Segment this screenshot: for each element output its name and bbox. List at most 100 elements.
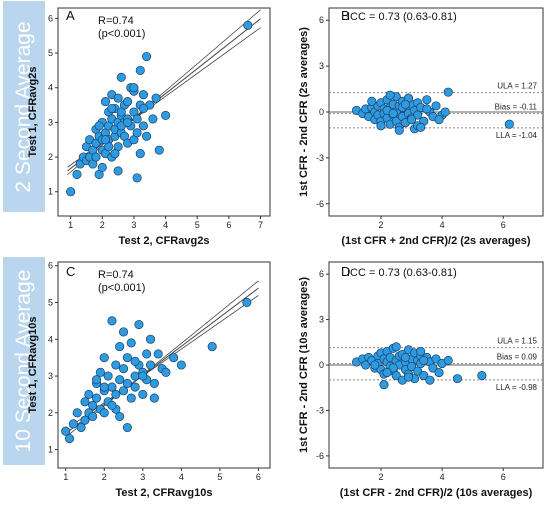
chart-d-point [419,355,429,366]
chart-a-point [151,93,161,103]
chart-b-xtick-label: 4 [440,220,445,230]
chart-b-annotation: ICC = 0.73 (0.63-0.81) [347,11,457,23]
chart-a-point [94,121,104,131]
chart-b-point [394,125,404,135]
chart-d-point [419,371,429,381]
chart-a-annotation: R=0.74 [98,15,134,27]
chart-c-point [72,408,82,418]
chart-c-point [111,389,121,399]
chart-a-ytick-label: 2 [48,152,53,162]
chart-b-point [406,115,417,125]
chart-d-point [379,380,389,390]
chart-c-point [207,342,217,352]
chart-c-point [80,415,90,425]
chart-c-point [118,327,129,337]
chart-b-point [440,107,450,117]
chart-a-frame [57,7,271,217]
chart-a-xtick-label: 4 [163,220,168,230]
chart-d-xtick-label: 6 [501,472,506,482]
chart-d-point [425,375,435,385]
chart-d-xlabel: (1st CFR - 2nd CFR)/2 (10s averages) [340,487,533,499]
chart-c-point [91,375,102,385]
chart-c-xtick-label: 1 [63,472,68,482]
chart-c-point [99,353,109,363]
chart-c-point [68,419,78,429]
chart-d-xtick-label: 2 [378,472,383,482]
chart-d-ytick-label: 6 [319,269,324,279]
chart-a-point [72,169,82,179]
chart-b-point [388,108,398,119]
chart-c-point [242,297,252,308]
chart-d-ref-label: LLA = -0.98 [496,383,538,392]
chart-a-point [116,72,126,82]
chart-a-panel-letter: A [66,8,75,23]
chart-a-point [132,128,142,138]
chart-b-point [422,95,432,105]
chart-a-point [142,131,152,141]
chart-a-ytick-label: 3 [48,117,53,127]
chart-d-ylabel: 1st CFR - 2nd CFR (10s averages) [298,277,310,453]
chart-d-ytick-label: 0 [319,360,324,370]
chart-d-ytick-label: 3 [319,315,324,325]
chart-c-point [176,360,186,370]
chart-c-point [142,349,152,359]
chart-a-point [123,117,133,127]
chart-d-point [477,371,487,381]
chart-a-point [161,110,171,121]
chart-b-point [422,104,432,114]
chart-a-point [138,90,148,100]
chart-a-xtick-label: 7 [258,220,263,230]
chart-a-ytick-label: 6 [48,13,53,23]
chart-d-point [388,363,398,373]
chart-d-ytick-label: -6 [316,451,324,461]
chart-a-point [135,65,145,75]
chart-b-ytick-label: 0 [319,107,324,117]
chart-c-ytick-label: 4 [48,334,53,344]
chart-c-point [107,400,117,411]
chart-a-point [110,149,120,159]
chart-b-point [416,122,426,132]
chart-b-point [400,99,410,109]
chart-d-ytick-label: -3 [316,405,324,415]
chart-c-point [138,371,148,381]
chart-d-point [391,371,401,381]
chart-d-annotation: ICC = 0.73 (0.63-0.81) [347,267,457,279]
chart-a-point [91,152,101,162]
chart-c-point [80,397,90,407]
chart-a-xtick-label: 1 [68,220,73,230]
chart-c-point [126,338,136,348]
chart-a-point [129,83,139,93]
chart-b-ytick-label: 6 [319,15,324,25]
chart-d-point [400,352,410,362]
chart-c-ytick-label: 3 [48,371,53,381]
chart-c-point [169,353,179,363]
chart-c-point [138,389,148,399]
chart-c-panel-letter: C [66,264,75,279]
chart-c-point [145,334,156,344]
chart-b-xtick-label: 6 [501,220,506,230]
chart-c-point [126,393,136,403]
chart-a-point [100,97,111,107]
chart-b-ytick-label: 3 [319,61,324,71]
chart-c-point [91,393,102,403]
chart-a-point [66,187,76,197]
chart-a-point [100,135,111,145]
chart-c-ytick-label: 5 [48,297,53,307]
chart-d-ref-label: Bias = 0.09 [497,353,538,362]
chart-c-annotation: R=0.74 [98,269,134,281]
chart-a-xtick-label: 6 [226,220,231,230]
chart-b-ylabel: 1st CFR - 2nd CFR (2s averages) [298,27,310,197]
chart-a-point [135,149,145,159]
chart-b-ref-label: Bias = -0.11 [495,103,538,112]
chart-c-point [61,426,71,436]
chart-a-point [148,114,158,124]
chart-a-annotation: (p<0.001) [98,28,145,40]
chart-d-point [391,342,401,352]
chart-b-ytick-label: -3 [316,153,324,163]
chart-c-point [118,386,129,396]
chart-c-point [122,422,132,433]
chart-b-panel-letter: B [341,8,350,23]
chart-d-point [370,360,380,370]
chart-a-ytick-label: 1 [48,187,53,197]
chart-c-point [99,408,109,418]
